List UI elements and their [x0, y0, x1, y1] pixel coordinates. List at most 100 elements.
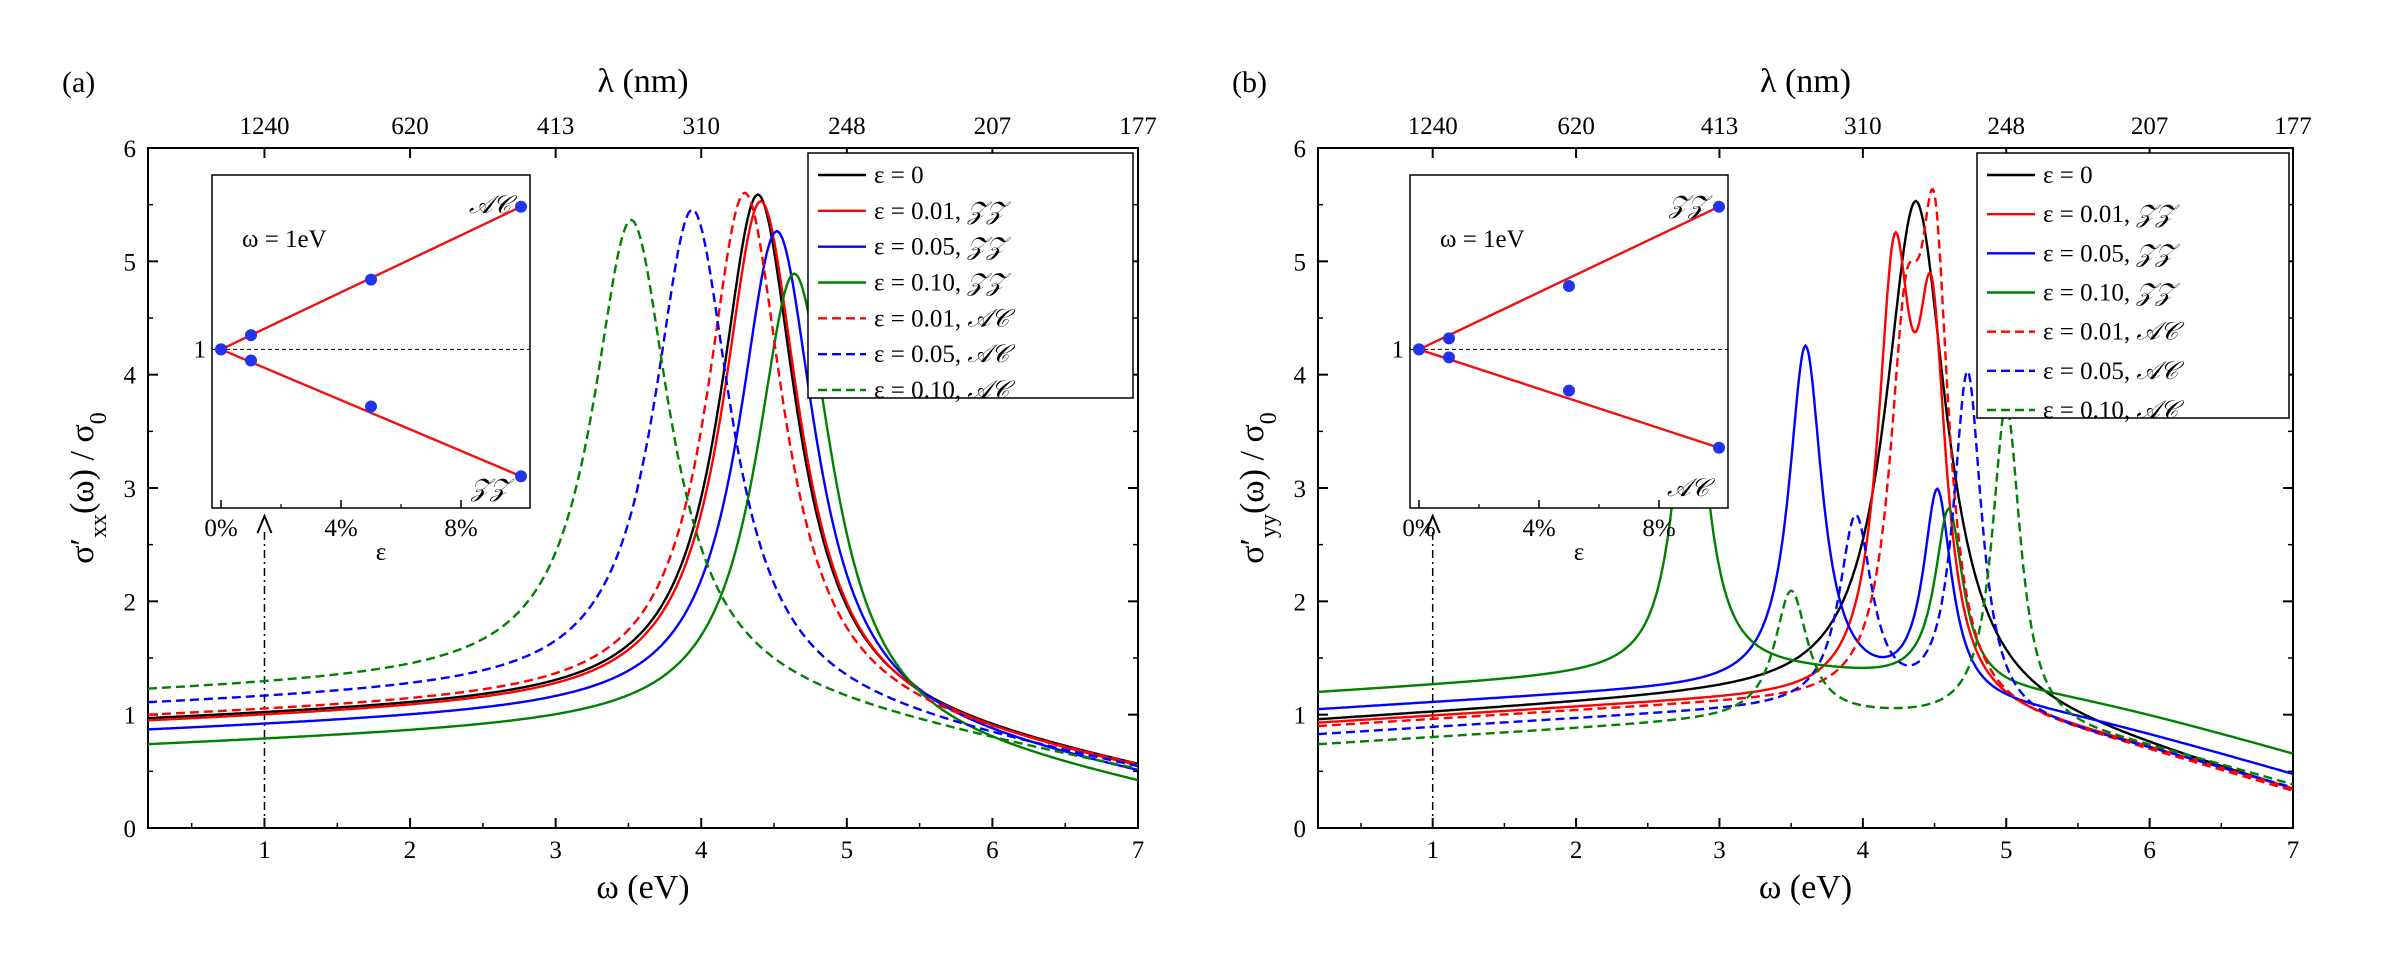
inset-marker [245, 354, 257, 367]
series-line-2 [148, 229, 1138, 772]
top-tick-label: 620 [391, 113, 429, 140]
y-label-main: σ′ [64, 538, 101, 564]
y-label-sub: yy [1256, 514, 1282, 538]
legend-entry-tag: 𝒵𝒵 [966, 268, 1011, 297]
series-line-5 [1318, 368, 2293, 789]
x-tick-label: 6 [986, 837, 999, 864]
inset-marker [365, 400, 377, 413]
legend-entry-5: ε = 0.05, 𝒜𝒞 [874, 339, 1016, 368]
y-tick-label: 3 [1294, 476, 1307, 503]
x-tick-label: 3 [1713, 837, 1726, 864]
series-line-3 [1318, 354, 2293, 755]
y-tick-label: 0 [124, 816, 137, 843]
legend-entry-tag: 𝒜𝒞 [2136, 395, 2185, 424]
series-line-2 [1318, 343, 2293, 776]
series-line-3 [148, 272, 1138, 782]
x-tick-label: 3 [549, 837, 562, 864]
x-tick-label: 1 [258, 837, 271, 864]
legend-entry-4: ε = 0.01, 𝒜𝒞 [2043, 317, 2185, 346]
y-tick-label: 4 [124, 363, 137, 390]
legend-entry-tag: 𝒵𝒵 [2135, 199, 2180, 228]
legend-entry-base: ε = 0.05, [874, 234, 967, 261]
inset: 1 0% 4% 8% ε ω = 1eV 𝒜𝒞 𝒵𝒵 [194, 174, 531, 566]
x-tick-label: 4 [695, 837, 708, 864]
series-line-1 [1318, 230, 2293, 790]
legend-entry-tag: 𝒜𝒞 [2136, 356, 2185, 385]
y-axis-label: σ′xx(ω) / σ0 [64, 412, 112, 564]
top-tick-label: 620 [1557, 113, 1595, 140]
panel-label: (a) [62, 66, 95, 99]
inset-label: ω = 1eV [1440, 226, 1525, 253]
legend-entry-tag: 𝒜𝒞 [967, 303, 1016, 332]
legend-entry-base: ε = 0.01, [2043, 319, 2136, 346]
y-tick-label: 6 [1294, 136, 1307, 163]
inset-marker [1443, 351, 1455, 364]
y-label-tail: (ω) / σ [1234, 424, 1271, 514]
y-tick-label: 6 [124, 136, 137, 163]
inset-x-tick-label: 8% [1642, 515, 1675, 542]
inset-lower-tag: 𝒵𝒵 [470, 473, 515, 502]
x-tick-label: 4 [1857, 837, 1870, 864]
inset-marker [515, 200, 527, 213]
series-line-5 [148, 208, 1138, 768]
inset-x-tick-label: 4% [324, 515, 357, 542]
inset-upper-tag: 𝒜𝒞 [469, 190, 518, 219]
curves [148, 191, 1138, 782]
inset-marker [1713, 441, 1725, 454]
inset-x-tick-label: 8% [444, 515, 477, 542]
legend-box [807, 152, 1134, 399]
inset-lower-tag: 𝒜𝒞 [1667, 473, 1716, 502]
series-line-6 [148, 218, 1138, 770]
top-tick-label: 177 [1119, 113, 1157, 140]
inset-marker [245, 329, 257, 342]
legend-entry-base: ε = 0.10, [2043, 397, 2136, 424]
inset-upper-tag: 𝒵𝒵 [1668, 190, 1713, 219]
series-line-4 [148, 191, 1138, 766]
y-tick-label: 4 [1294, 363, 1307, 390]
y-label-tail-sub: 0 [1256, 412, 1282, 424]
arrow-head [256, 513, 273, 534]
inset-marker [1413, 343, 1425, 356]
legend-entry-tag: 𝒜𝒞 [967, 375, 1016, 404]
legend-entry-base: ε = 0.10, [2043, 280, 2136, 307]
y-tick-label: 0 [1294, 816, 1307, 843]
x-tick-label: 6 [2143, 837, 2156, 864]
legend-box [1976, 152, 2290, 419]
inset-label: ω = 1eV [242, 226, 327, 253]
legend-entry-tag: 𝒜𝒞 [967, 339, 1016, 368]
inset-fit-line-1 [220, 348, 522, 478]
legend-entry-base: ε = 0.05, [874, 341, 967, 368]
inset-marker [1443, 332, 1455, 345]
top-axis-label: λ (nm) [597, 63, 688, 100]
x-tick-label: 7 [2287, 837, 2300, 864]
inset-marker [1563, 280, 1575, 292]
series-line-4 [1318, 188, 2293, 792]
y-tick-label: 1 [124, 703, 137, 730]
top-tick-label: 1240 [1408, 113, 1458, 140]
series-line-6 [1318, 402, 2293, 786]
legend-entry-6: ε = 0.10, 𝒜𝒞 [874, 375, 1016, 404]
y-tick-label: 1 [1294, 703, 1307, 730]
inset-x-label: ε [1574, 539, 1585, 566]
series-line-0 [1318, 199, 2293, 790]
legend-entry-1: ε = 0.01, 𝒵𝒵 [874, 196, 1011, 225]
legend-entry-tag: 𝒵𝒵 [966, 232, 1011, 261]
inset-x-tick-label: 0% [204, 515, 237, 542]
legend-entry-0: ε = 0 [2043, 162, 2093, 189]
legend-entry-3: ε = 0.10, 𝒵𝒵 [874, 268, 1011, 297]
legend-entry-6: ε = 0.10, 𝒜𝒞 [2043, 395, 2185, 424]
legend-entry-5: ε = 0.05, 𝒜𝒞 [2043, 356, 2185, 385]
top-tick-label: 310 [1844, 113, 1882, 140]
panel-b: (b) 1 2 3 4 5 6 7 0 1 2 3 4 5 6 1240 620 413 310 248 207 177 ω… [1232, 63, 2312, 906]
arrow-head [1424, 513, 1441, 534]
y-tick-label: 2 [1294, 589, 1307, 616]
inset-marker [1713, 200, 1725, 213]
inset-fit-line-1 [1418, 348, 1720, 449]
legend-entry-2: ε = 0.05, 𝒵𝒵 [2043, 238, 2180, 267]
inset-ref-label: 1 [194, 336, 207, 363]
legend-entry-1: ε = 0.01, 𝒵𝒵 [2043, 199, 2180, 228]
inset-marker [365, 273, 377, 286]
legend-entry-tag: 𝒜𝒞 [2136, 317, 2185, 346]
